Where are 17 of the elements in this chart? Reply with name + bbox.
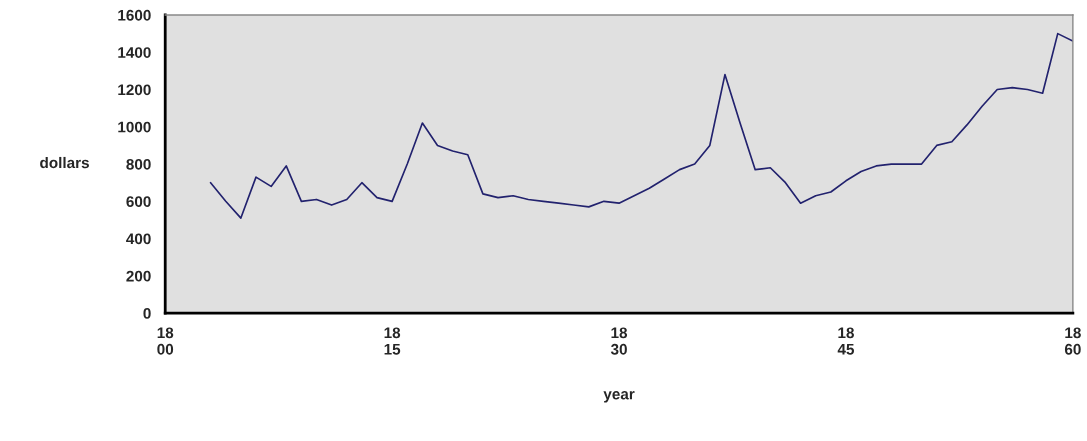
- x-tick-label: 18 45: [837, 327, 855, 355]
- y-tick-label: 0: [143, 307, 151, 319]
- y-tick-label: 800: [126, 158, 151, 170]
- y-tick-label: 1200: [118, 84, 151, 96]
- y-tick-label: 200: [126, 270, 151, 282]
- y-axis-title: dollars: [40, 156, 89, 169]
- y-tick-label: 600: [126, 196, 151, 207]
- x-tick-label: 18 30: [610, 327, 628, 355]
- y-tick-label: 400: [126, 233, 151, 245]
- x-tick-label: 18 60: [1064, 327, 1081, 355]
- x-axis-title: year: [603, 391, 635, 403]
- y-tick-label: 1400: [118, 47, 151, 58]
- y-tick-label: 1000: [118, 121, 151, 133]
- x-tick-label: 18 00: [157, 327, 174, 355]
- y-tick-label: 1600: [118, 9, 151, 21]
- line-series: [209, 32, 1073, 219]
- x-tick-label: 18 15: [384, 327, 401, 355]
